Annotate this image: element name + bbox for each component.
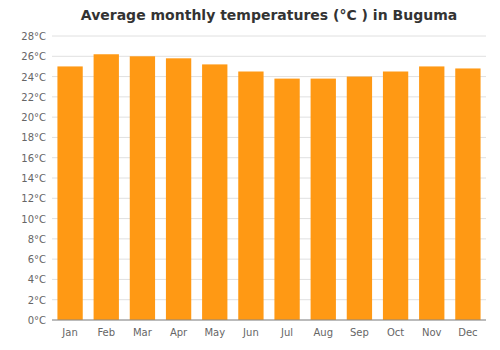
bar — [347, 77, 372, 320]
x-tick-label: May — [204, 327, 225, 338]
grid-line — [52, 320, 486, 321]
grid-line — [52, 36, 486, 37]
x-tick-label: Nov — [422, 327, 442, 338]
y-tick-label: 2°C — [28, 295, 46, 306]
x-tick-label: Sep — [350, 327, 369, 338]
bar — [419, 66, 444, 320]
bars — [57, 54, 480, 320]
x-tick-label: Dec — [458, 327, 477, 338]
x-tick-label: Jul — [280, 327, 293, 338]
bar — [311, 79, 336, 320]
y-tick-label: 20°C — [21, 112, 46, 123]
y-tick-label: 0°C — [28, 315, 46, 326]
bar — [383, 72, 408, 321]
y-tick-label: 8°C — [28, 234, 46, 245]
bar — [202, 64, 227, 320]
x-tick-label: Mar — [133, 327, 153, 338]
bar — [274, 79, 299, 320]
y-tick-label: 6°C — [28, 254, 46, 265]
chart-svg: Average monthly temperatures (°C ) in Bu… — [0, 0, 500, 350]
y-tick-label: 16°C — [21, 153, 46, 164]
y-tick-label: 22°C — [21, 92, 46, 103]
y-axis: 0°C 2°C 4°C 6°C 8°C 10°C 12°C 14°C 16°C 18°C 20°C 2… — [21, 31, 486, 326]
bar — [455, 68, 480, 320]
y-tick-label: 24°C — [21, 72, 46, 83]
bar — [238, 72, 263, 321]
bar — [166, 58, 191, 320]
y-tick-label: 4°C — [28, 274, 46, 285]
x-tick-label: Jan — [61, 327, 77, 338]
x-tick-label: Jun — [242, 327, 259, 338]
bar — [130, 56, 155, 320]
x-tick-label: Oct — [387, 327, 404, 338]
bar — [94, 54, 119, 320]
x-tick-label: Aug — [313, 327, 333, 338]
y-tick-label: 14°C — [21, 173, 46, 184]
chart-title: Average monthly temperatures (°C ) in Bu… — [81, 7, 457, 23]
y-tick-label: 10°C — [21, 214, 46, 225]
x-axis: Jan Feb Mar Apr May Jun Jul Aug Sep Oct Nov Dec — [52, 320, 486, 338]
y-tick-label: 26°C — [21, 51, 46, 62]
x-tick-label: Apr — [170, 327, 188, 338]
y-tick-label: 12°C — [21, 193, 46, 204]
y-tick-label: 18°C — [21, 132, 46, 143]
x-axis-line — [52, 320, 486, 321]
y-tick-label: 28°C — [21, 31, 46, 42]
x-tick-label: Feb — [97, 327, 115, 338]
bar — [57, 66, 82, 320]
chart-container: Average monthly temperatures (°C ) in Bu… — [0, 0, 500, 350]
